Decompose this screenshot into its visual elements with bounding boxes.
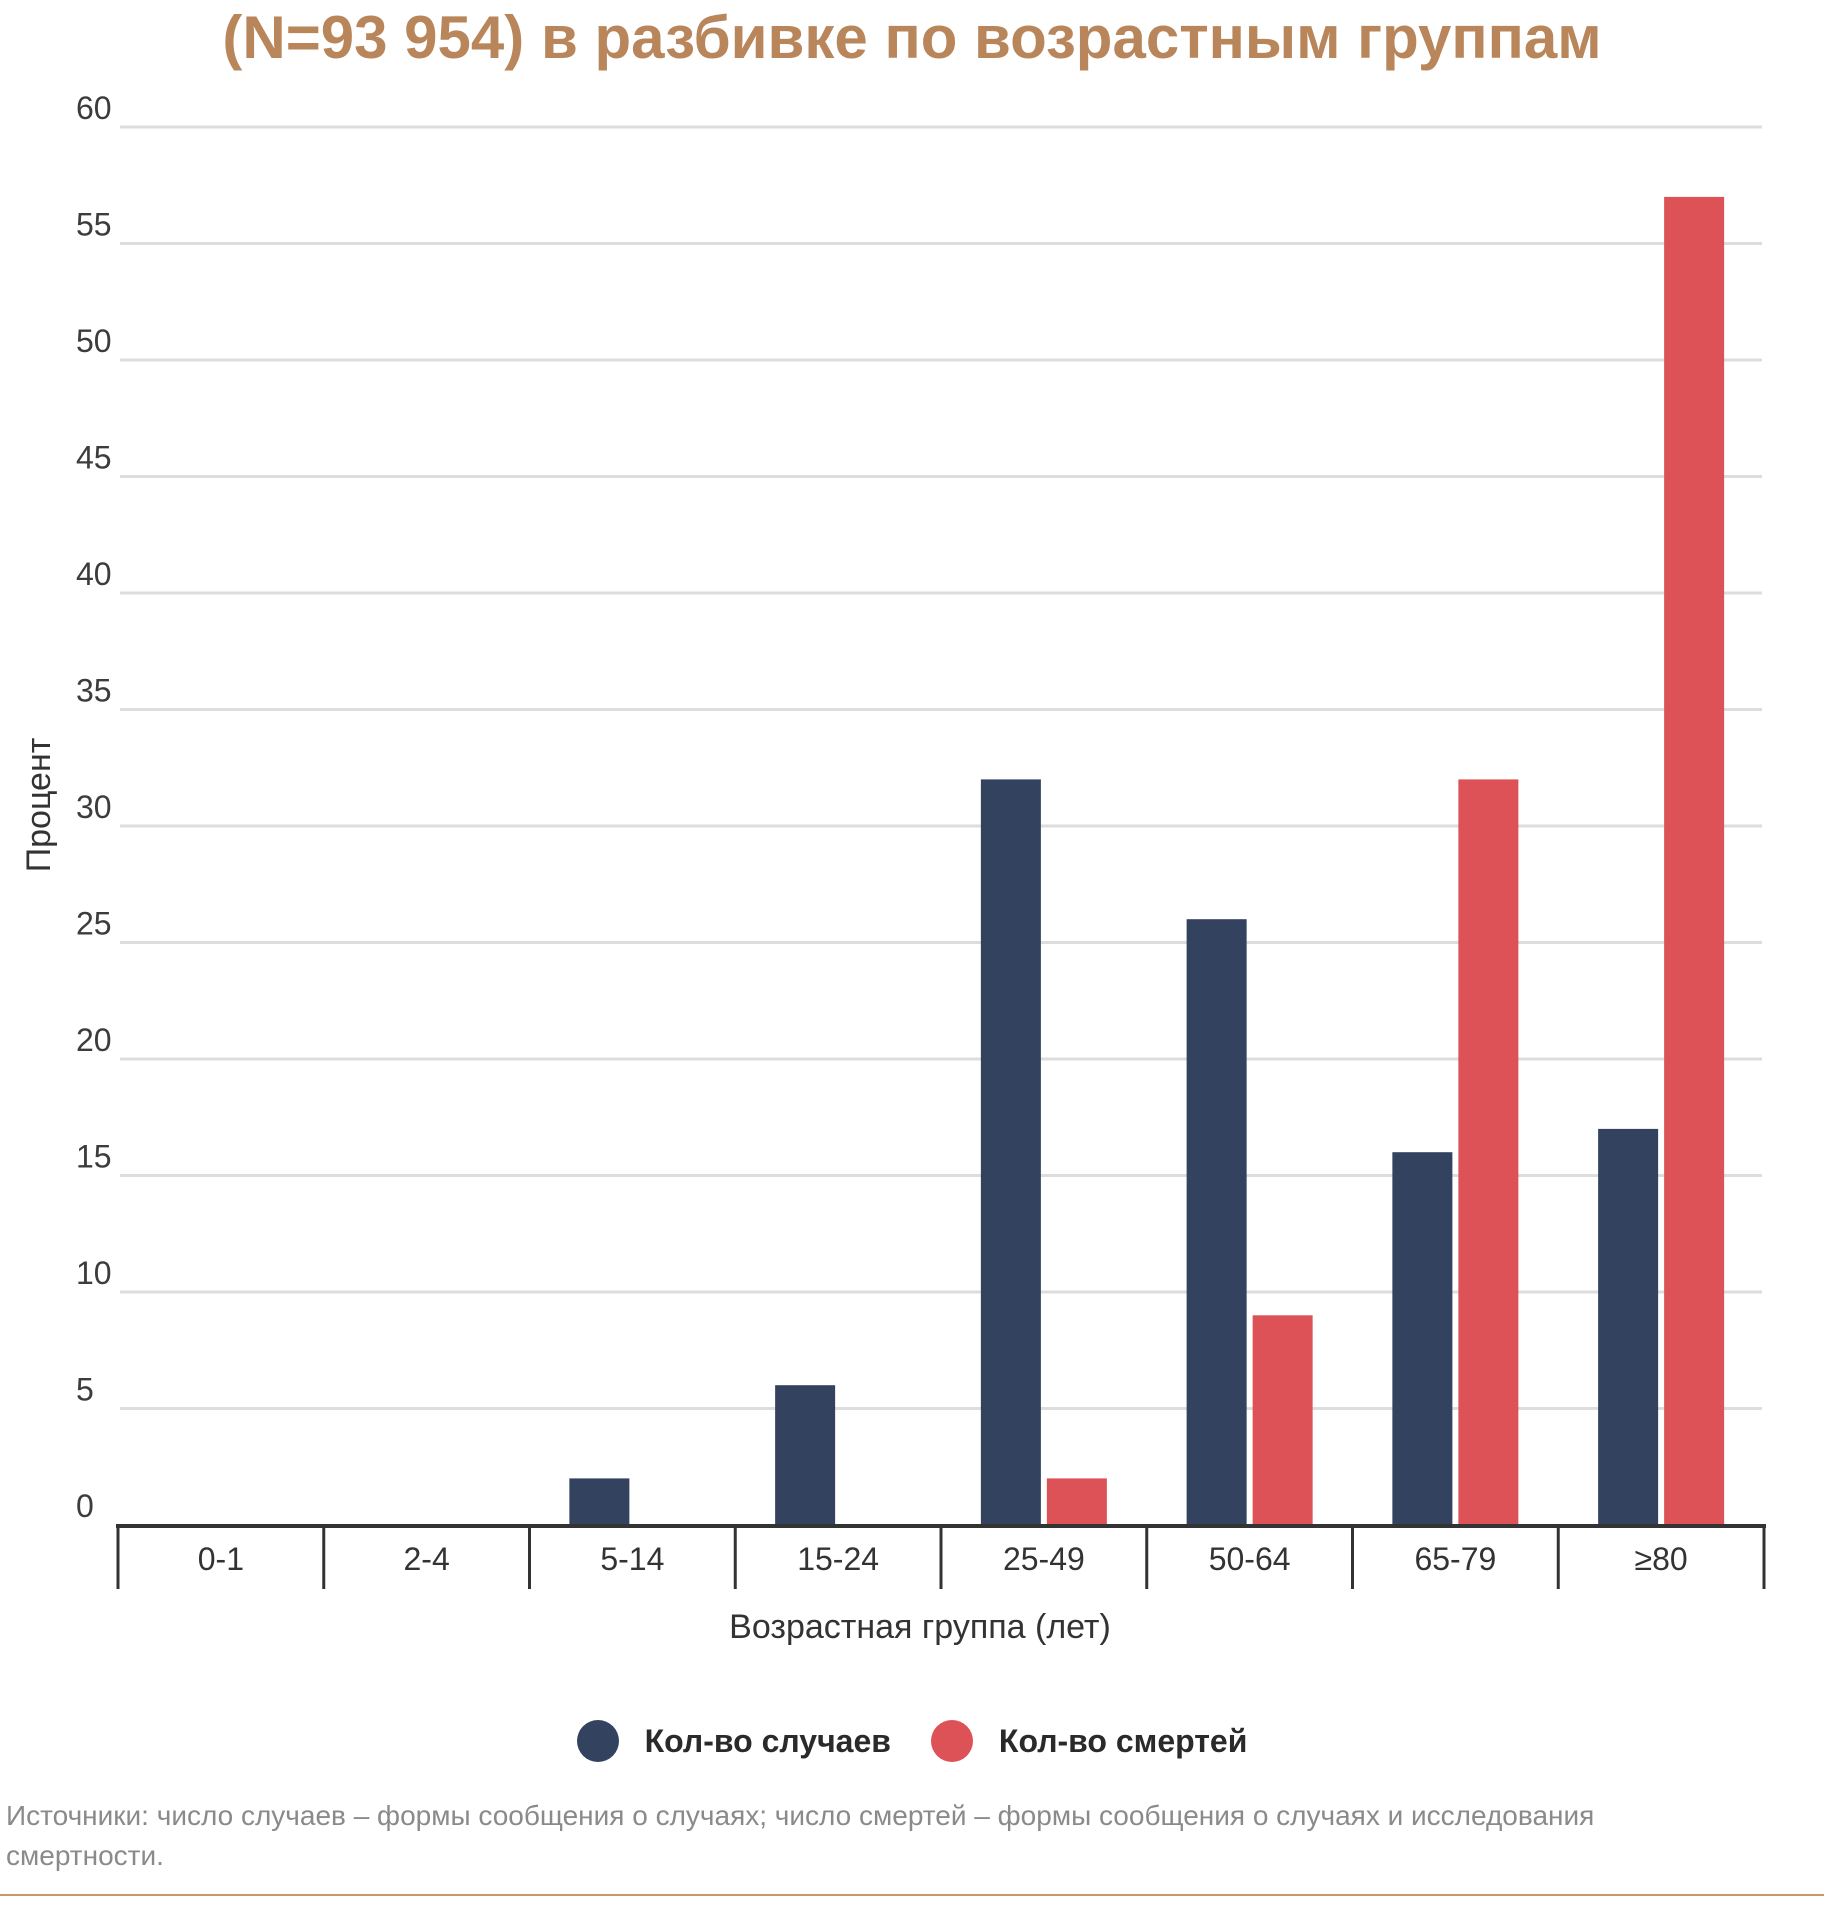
legend-swatch-deaths — [930, 1720, 973, 1762]
x-tick-label: 65-79 — [1414, 1541, 1496, 1577]
bar-deaths — [1252, 1315, 1313, 1525]
source-note: Источники: число случаев – формы сообщен… — [6, 1800, 1595, 1871]
bar-deaths — [1664, 196, 1725, 1525]
bar-cases — [980, 779, 1041, 1525]
legend-swatch-cases — [576, 1720, 619, 1762]
x-tick-label: 50-64 — [1209, 1541, 1291, 1577]
x-tick-label: 15-24 — [797, 1541, 879, 1577]
legend-label-deaths: Кол-во смертей — [998, 1722, 1248, 1759]
bar-cases — [569, 1478, 630, 1525]
bottom-divider — [0, 1894, 1824, 1896]
bar-deaths — [1458, 779, 1519, 1525]
bar-cases — [1392, 1152, 1453, 1525]
chart-title: (N=93 954) в разбивке по возрастным груп… — [222, 4, 1602, 71]
legend-label-cases: Кол-во случаев — [644, 1722, 891, 1759]
y-tick-label: 25 — [76, 906, 112, 942]
y-tick-label: 50 — [76, 323, 112, 359]
bar-cases — [1186, 919, 1247, 1525]
grid-lines — [120, 125, 1762, 1410]
y-tick-label: 55 — [76, 207, 112, 243]
y-tick-label: 30 — [76, 789, 112, 825]
x-axis: 0-1 2-4 5-14 15-24 25-49 50-64 65-79 ≥80 — [116, 1524, 1766, 1589]
x-axis-title: Возрастная группа (лет) — [729, 1608, 1111, 1646]
y-tick-label: 0 — [76, 1488, 94, 1524]
y-tick-label: 40 — [76, 556, 112, 592]
bars — [569, 196, 1725, 1525]
y-tick-label: 15 — [76, 1139, 112, 1175]
y-axis-ticks: 0 5 10 15 20 25 30 35 40 45 50 55 60 — [76, 90, 112, 1524]
y-tick-label: 10 — [76, 1255, 112, 1291]
legend: Кол-во случаев Кол-во смертей — [0, 1720, 1824, 1762]
legend-item-cases: Кол-во случаев — [576, 1720, 891, 1762]
bar-cases — [1598, 1128, 1659, 1525]
x-tick-label: 2-4 — [404, 1541, 450, 1577]
legend-item-deaths: Кол-во смертей — [930, 1720, 1248, 1762]
bar-cases — [775, 1385, 836, 1525]
y-tick-label: 60 — [76, 90, 112, 126]
y-tick-label: 45 — [76, 440, 112, 476]
y-axis-title: Процент — [20, 738, 58, 873]
bar-deaths — [1046, 1478, 1107, 1525]
chart-plot: 0 5 10 15 20 25 30 35 40 45 50 55 60 0-1 2-4 5-14 15-24… — [20, 90, 1766, 1646]
y-tick-label: 20 — [76, 1022, 112, 1058]
x-tick-label: 25-49 — [1003, 1541, 1085, 1577]
y-tick-label: 35 — [76, 673, 112, 709]
x-tick-label: ≥80 — [1635, 1541, 1688, 1577]
y-tick-label: 5 — [76, 1372, 94, 1408]
x-tick-label: 0-1 — [198, 1541, 244, 1577]
x-tick-label: 5-14 — [600, 1541, 664, 1577]
